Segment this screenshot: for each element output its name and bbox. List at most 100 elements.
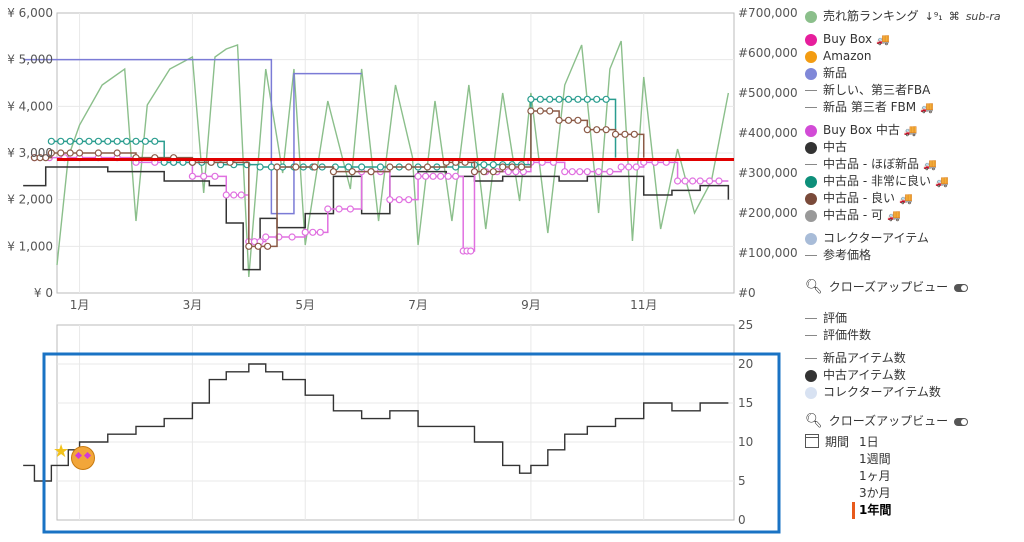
data-point	[568, 168, 576, 176]
legend-collectible[interactable]: コレクターアイテム	[805, 230, 1020, 247]
legend-label: 中古品 - ほぼ新品	[823, 157, 919, 171]
x-tick-label: 9月	[521, 298, 541, 312]
data-point	[47, 137, 55, 145]
data-point	[527, 107, 535, 115]
data-point	[57, 137, 65, 145]
y-left-tick-label: ¥ 1,000	[7, 239, 53, 253]
legend-new[interactable]: 新品	[805, 65, 1020, 82]
legend-label: 参考価格	[823, 248, 872, 262]
data-point	[593, 126, 601, 134]
data-point	[452, 172, 460, 180]
legend-list-price[interactable]: 参考価格	[805, 247, 1020, 264]
y-right-tick-label: #500,000	[738, 86, 798, 100]
data-point	[602, 126, 610, 134]
legend-label: Buy Box	[823, 32, 873, 46]
data-point	[480, 168, 488, 176]
buybox-used-dot-icon	[805, 124, 817, 137]
data-point	[211, 172, 219, 180]
legend-used-acceptable[interactable]: 中古品 - 可 🚚	[805, 207, 1020, 224]
data-point	[386, 163, 394, 171]
data-point	[564, 116, 573, 124]
lower-y-tick-label: 5	[738, 474, 746, 488]
data-point	[376, 163, 385, 171]
data-point	[66, 149, 74, 157]
legend-used-count[interactable]: 中古アイテム数	[805, 367, 1020, 384]
toggle-switch[interactable]	[954, 283, 969, 292]
data-point	[512, 168, 520, 176]
data-point	[335, 205, 343, 213]
series-line	[23, 58, 362, 215]
data-point	[188, 172, 196, 180]
data-point	[673, 177, 682, 185]
dash-icon	[805, 318, 817, 319]
legend-new-fbm[interactable]: 新品 第三者 FBM 🚚	[805, 99, 1020, 116]
magnifier-icon: 🔍︎	[805, 279, 823, 295]
legend-new-fba[interactable]: 新しい、第三者FBA	[805, 82, 1020, 99]
data-point	[517, 163, 526, 171]
data-point	[42, 154, 50, 162]
data-point	[681, 177, 689, 185]
data-point	[555, 116, 563, 124]
sort-icon[interactable]: ↓⁹₁	[924, 10, 943, 23]
data-point	[574, 95, 582, 103]
data-point	[576, 168, 584, 176]
sub-rank-label[interactable]: sub-ra	[965, 10, 1001, 23]
data-point	[264, 242, 272, 250]
data-point	[66, 137, 74, 145]
data-point	[467, 247, 475, 255]
x-tick-label: 11月	[630, 298, 657, 312]
data-point	[200, 172, 208, 180]
y-right-tick-label: #300,000	[738, 166, 798, 180]
data-point	[85, 137, 93, 145]
used-very-good-dot-icon	[805, 175, 817, 188]
closeup-label: クローズアップビュー	[828, 280, 949, 294]
period-options: 1日 1週間 1ヶ月 3か月 1年間	[852, 434, 891, 519]
lower-y-tick-label: 10	[738, 435, 753, 449]
period-option-1year[interactable]: 1年間	[852, 502, 891, 519]
data-point	[94, 149, 102, 157]
dash-icon	[805, 358, 817, 359]
data-point	[122, 137, 131, 145]
period-option-1day[interactable]: 1日	[859, 435, 879, 449]
legend-rating[interactable]: 評価	[805, 310, 1020, 327]
data-point	[94, 137, 102, 145]
period-option-1month[interactable]: 1ヶ月	[859, 469, 891, 483]
data-point	[324, 205, 332, 213]
data-point	[602, 95, 610, 103]
upper-series	[23, 40, 734, 278]
legend-panel: 売れ筋ランキング ↓⁹₁ ⌘ sub-ra Buy Box 🚚 Amazon 新品 新し…	[805, 8, 1020, 519]
truck-icon: 🚚	[876, 33, 890, 46]
data-point	[536, 95, 544, 103]
period-option-1week[interactable]: 1週間	[859, 452, 891, 466]
data-point	[574, 116, 582, 124]
legend-used-like-new[interactable]: 中古品 - ほぼ新品 🚚	[805, 156, 1020, 173]
dash-icon	[805, 107, 817, 108]
truck-icon: 🚚	[903, 124, 918, 137]
legend-label: コレクターアイテム	[823, 231, 929, 245]
legend-buybox[interactable]: Buy Box 🚚	[805, 31, 1020, 48]
legend-sales-rank[interactable]: 売れ筋ランキング ↓⁹₁ ⌘ sub-ra	[805, 8, 1020, 25]
toggle-switch[interactable]	[954, 417, 969, 426]
legend-buybox-used[interactable]: Buy Box 中古 🚚	[805, 122, 1020, 139]
closeup-toggle-upper[interactable]: 🔍︎ クローズアップビュー	[805, 279, 1020, 296]
x-tick-label: 5月	[295, 298, 315, 312]
truck-icon: 🚚	[922, 158, 937, 171]
hierarchy-icon[interactable]: ⌘	[948, 10, 960, 23]
period-option-3months[interactable]: 3か月	[859, 486, 891, 500]
legend-used-very-good[interactable]: 中古品 - 非常に良い 🚚	[805, 173, 1020, 190]
data-point	[75, 137, 84, 145]
data-point	[141, 137, 149, 145]
legend-amazon[interactable]: Amazon	[805, 48, 1020, 65]
legend-used-good[interactable]: 中古品 - 良い 🚚	[805, 190, 1020, 207]
data-point	[113, 149, 121, 157]
legend-label: 新品アイテム数	[823, 351, 906, 365]
legend-label: 中古	[823, 140, 848, 154]
y-left-tick-label: ¥ 3,000	[7, 146, 53, 160]
legend-rating-count[interactable]: 評価件数	[805, 327, 1020, 344]
closeup-label: クローズアップビュー	[828, 414, 949, 428]
legend-used[interactable]: 中古	[805, 139, 1020, 156]
data-point	[429, 172, 437, 180]
closeup-toggle-lower[interactable]: 🔍︎ クローズアップビュー	[805, 413, 1020, 430]
legend-new-count[interactable]: 新品アイテム数	[805, 350, 1020, 367]
legend-collectible-count[interactable]: コレクターアイテム数	[805, 384, 1020, 401]
